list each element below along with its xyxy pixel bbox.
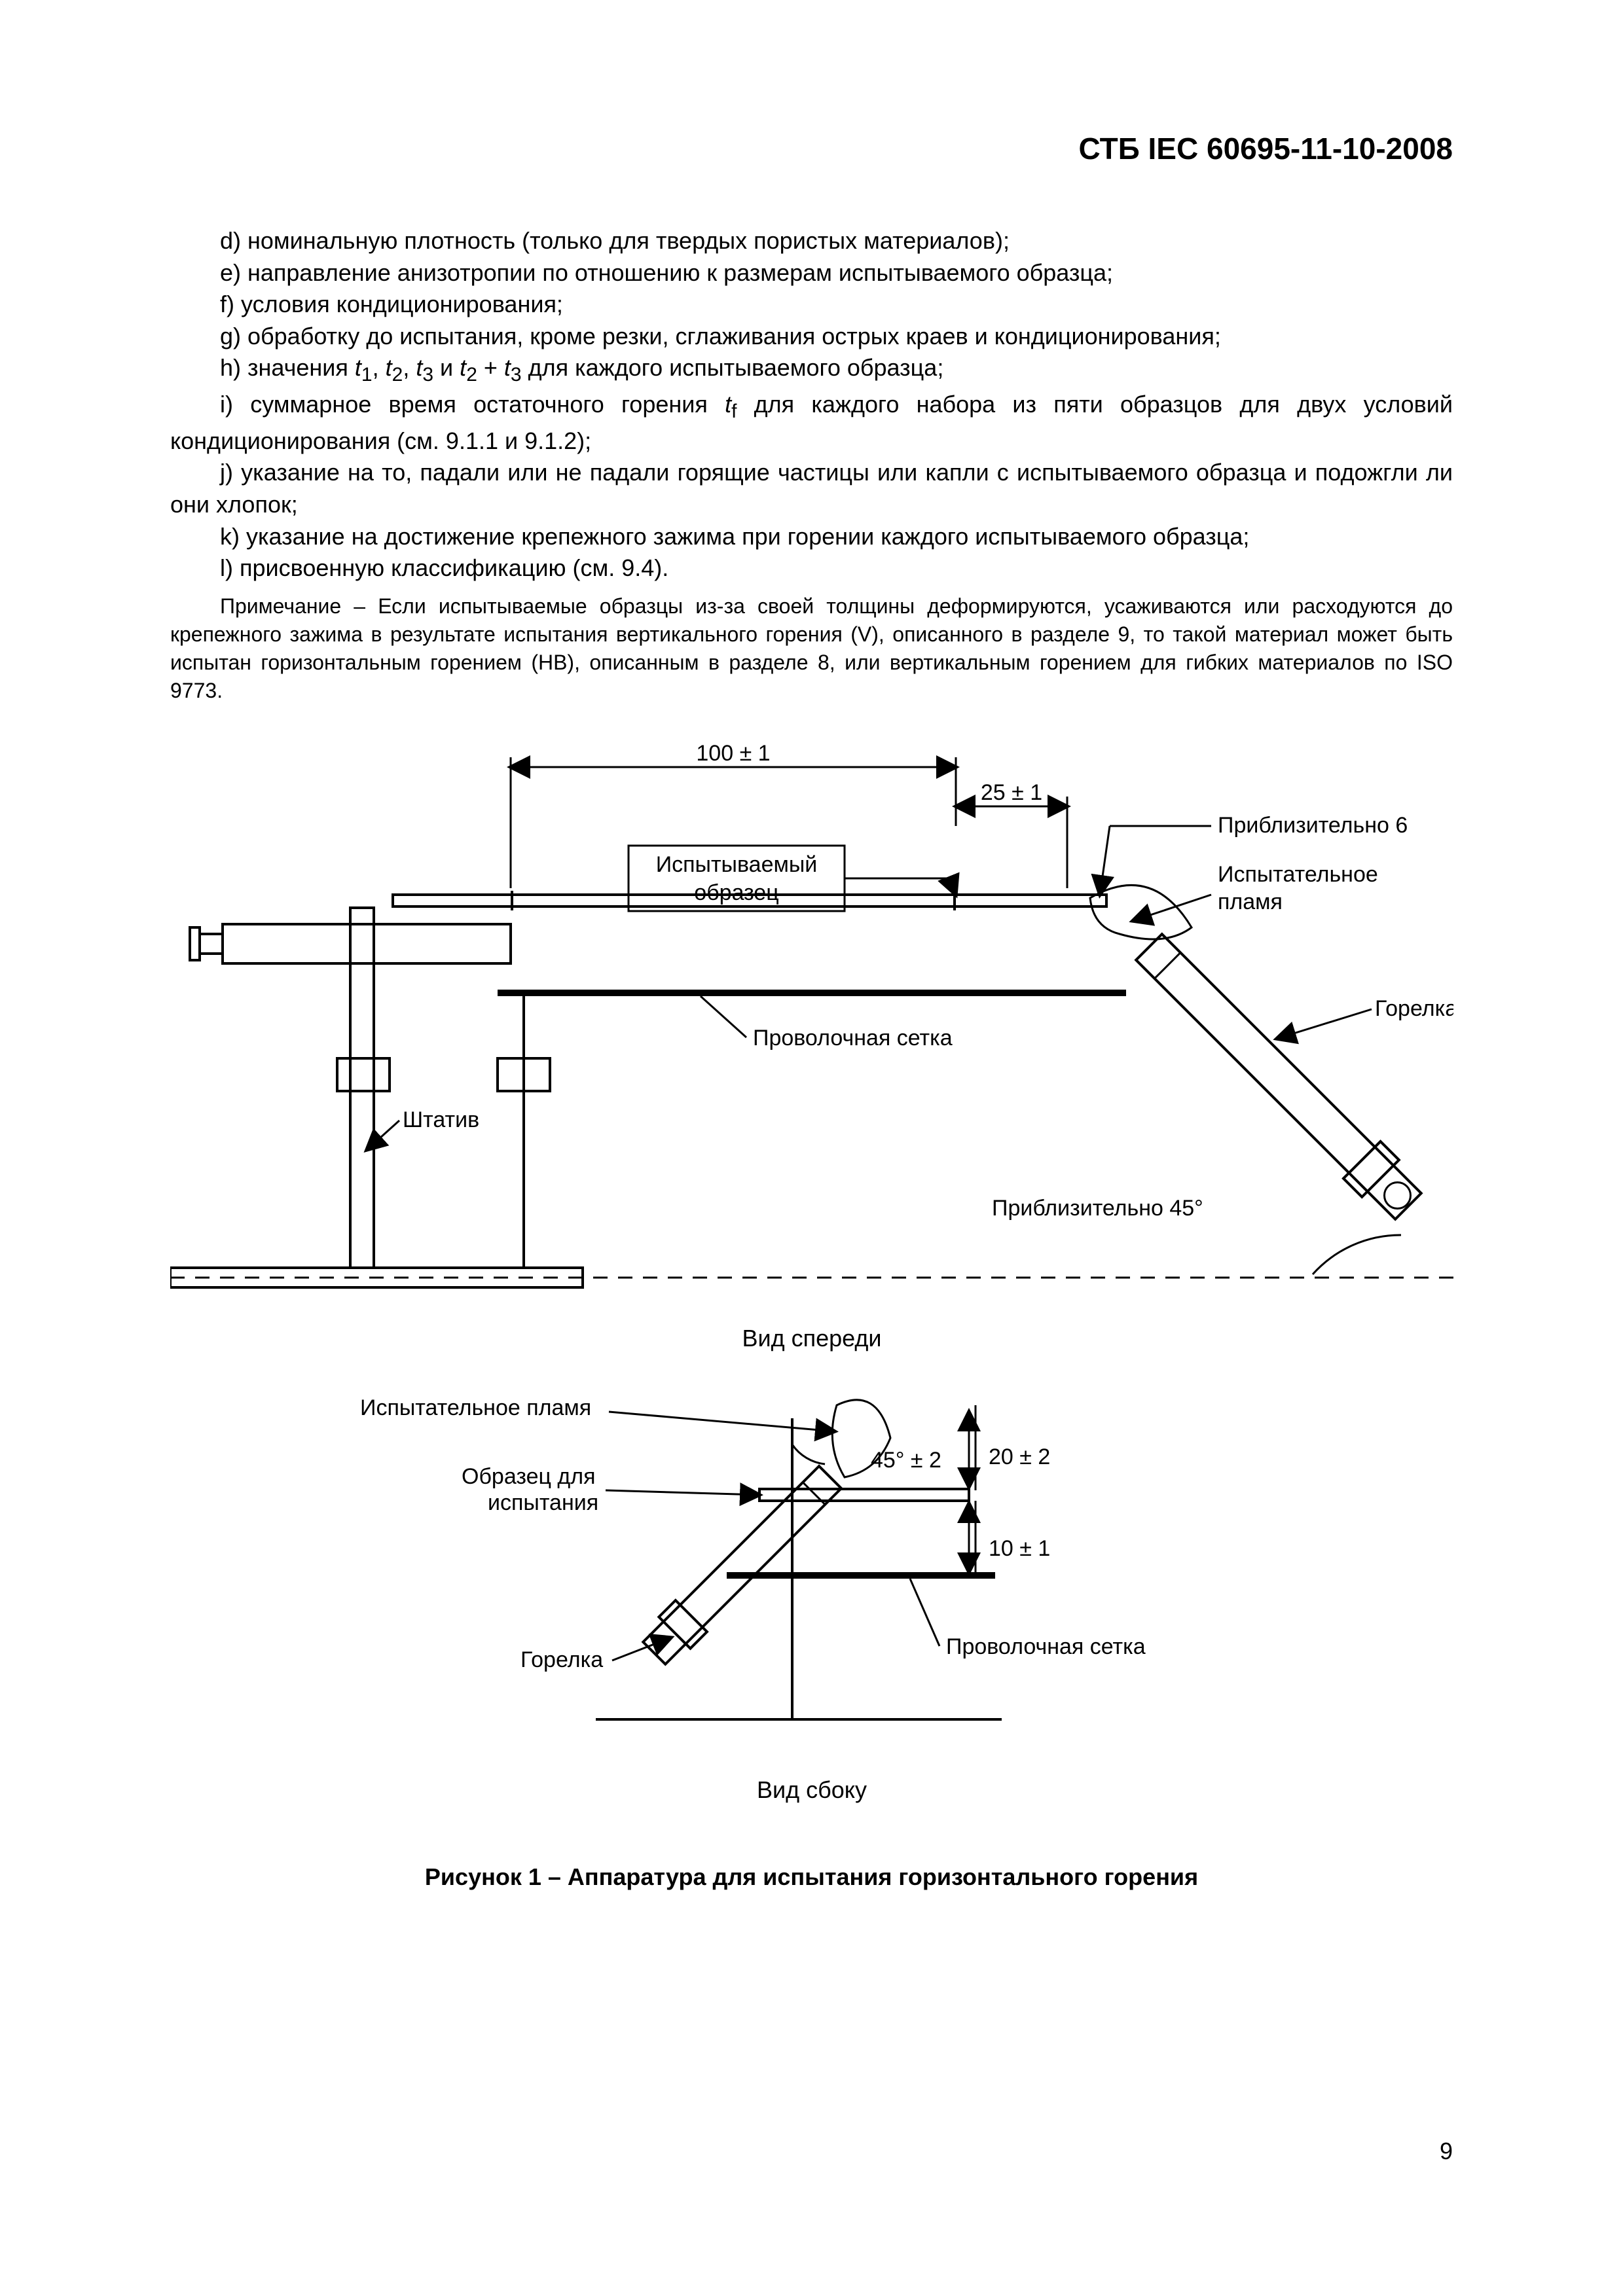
text: h) значения (220, 354, 355, 381)
sub: 3 (422, 365, 433, 386)
dim-10: 10 ± 1 (989, 1536, 1050, 1561)
item-h: h) значения t1, t2, t3 и t2 + t3 для каж… (170, 352, 1453, 389)
label-flame-l1: Испытательное (1218, 862, 1378, 887)
dim-6: Приблизительно 6 (1218, 813, 1408, 838)
var-t3: t (416, 354, 422, 381)
sub: 3 (511, 365, 522, 386)
var-t2b: t (460, 354, 466, 381)
item-l: l) присвоенную классификацию (см. 9.4). (170, 552, 1453, 584)
label-burner: Горелка (1375, 996, 1453, 1021)
dim-100: 100 ± 1 (696, 741, 770, 766)
var-t1: t (355, 354, 361, 381)
sub: 2 (466, 365, 477, 386)
text: и (433, 354, 460, 381)
label-specimen-l2: образец (694, 880, 778, 905)
label-mesh: Проволочная сетка (753, 1026, 953, 1050)
figure-side-view: 45° ± 2 20 ± 2 10 ± 1 Испытательное плам… (321, 1379, 1303, 1824)
sub: 1 (361, 365, 373, 386)
figure-front-view: 100 ± 1 25 ± 1 Приблизительно 6 Испытыва… (170, 731, 1453, 1379)
figure-caption: Рисунок 1 – Аппаратура для испытания гор… (425, 1863, 1198, 1891)
label-side-spec-l2: испытания (488, 1490, 598, 1515)
var-t2: t (386, 354, 392, 381)
item-i: i) суммарное время остаточного горения t… (170, 389, 1453, 457)
text: для каждого испытываемого образца; (522, 354, 944, 381)
label-side-spec-l1: Образец для (462, 1464, 595, 1489)
label-side-view: Вид сбоку (757, 1776, 867, 1803)
page-number: 9 (1440, 2138, 1453, 2165)
item-k: k) указание на достижение крепежного заж… (170, 521, 1453, 553)
text: i) суммарное время остаточного горения (220, 391, 725, 418)
label-side-burner: Горелка (520, 1647, 603, 1672)
dim-25: 25 ± 1 (980, 780, 1042, 805)
text: , (403, 354, 416, 381)
label-specimen-l1: Испытываемый (655, 852, 817, 877)
label-45deg: Приблизительно 45° (992, 1196, 1203, 1221)
dim-20: 20 ± 2 (989, 1444, 1050, 1469)
item-g: g) обработку до испытания, кроме резки, … (170, 321, 1453, 353)
item-f: f) условия кондиционирования; (170, 289, 1453, 321)
text: , (373, 354, 386, 381)
label-side-flame: Испытательное пламя (360, 1395, 591, 1420)
note: Примечание – Если испытываемые образцы и… (170, 592, 1453, 706)
label-stand: Штатив (403, 1107, 479, 1132)
page: СТБ IEC 60695-11-10-2008 d) номинальную … (0, 0, 1623, 2296)
sub: 2 (392, 365, 403, 386)
var-tf: t (725, 391, 731, 418)
label-side-mesh: Проволочная сетка (946, 1634, 1146, 1659)
body-text: d) номинальную плотность (только для тве… (170, 225, 1453, 705)
item-d: d) номинальную плотность (только для тве… (170, 225, 1453, 257)
item-e: e) направление анизотропии по отношению … (170, 257, 1453, 289)
var-t3b: t (504, 354, 511, 381)
figure-1: 100 ± 1 25 ± 1 Приблизительно 6 Испытыва… (170, 731, 1453, 1891)
label-flame-l2: пламя (1218, 889, 1283, 914)
document-header: СТБ IEC 60695-11-10-2008 (170, 131, 1453, 166)
text: + (477, 354, 504, 381)
label-front-view: Вид спереди (742, 1325, 881, 1352)
item-j: j) указание на то, падали или не падали … (170, 457, 1453, 520)
dim-45deg: 45° ± 2 (871, 1448, 941, 1473)
